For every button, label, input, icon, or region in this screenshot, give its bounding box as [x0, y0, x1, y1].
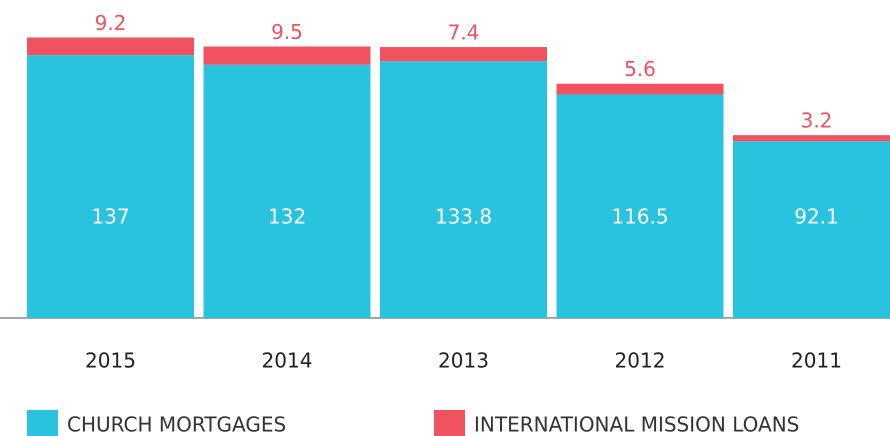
bar-segment: [203, 64, 371, 318]
value-label: 132: [268, 205, 306, 229]
legend-swatch: [27, 410, 58, 436]
value-label: 133.8: [435, 205, 492, 229]
x-tick-label: 2013: [438, 349, 489, 373]
value-label: 9.5: [271, 20, 303, 44]
bar-segment: [27, 55, 194, 318]
legend-label: INTERNATIONAL MISSION LOANS: [474, 413, 799, 436]
bar-segment: [733, 135, 890, 142]
x-tick-label: 2011: [791, 349, 842, 373]
value-label: 116.5: [611, 205, 668, 229]
bar-segment: [556, 94, 724, 318]
bar-segment: [203, 46, 371, 65]
bar-segment: [556, 83, 724, 95]
value-label: 7.4: [448, 21, 480, 45]
bar-segment: [27, 37, 194, 56]
value-label: 9.2: [95, 11, 127, 35]
legend-label: CHURCH MORTGAGES: [67, 413, 286, 436]
bar-segment: [733, 141, 890, 318]
value-label: 5.6: [624, 57, 656, 81]
x-tick-label: 2015: [85, 349, 136, 373]
value-label: 3.2: [801, 109, 833, 133]
x-tick-label: 2012: [615, 349, 666, 373]
x-tick-label: 2014: [262, 349, 313, 373]
bar-segment: [380, 61, 547, 319]
bar-segment: [380, 47, 547, 62]
value-label: 137: [91, 205, 129, 229]
legend-swatch: [434, 410, 465, 436]
value-label: 92.1: [794, 205, 839, 229]
